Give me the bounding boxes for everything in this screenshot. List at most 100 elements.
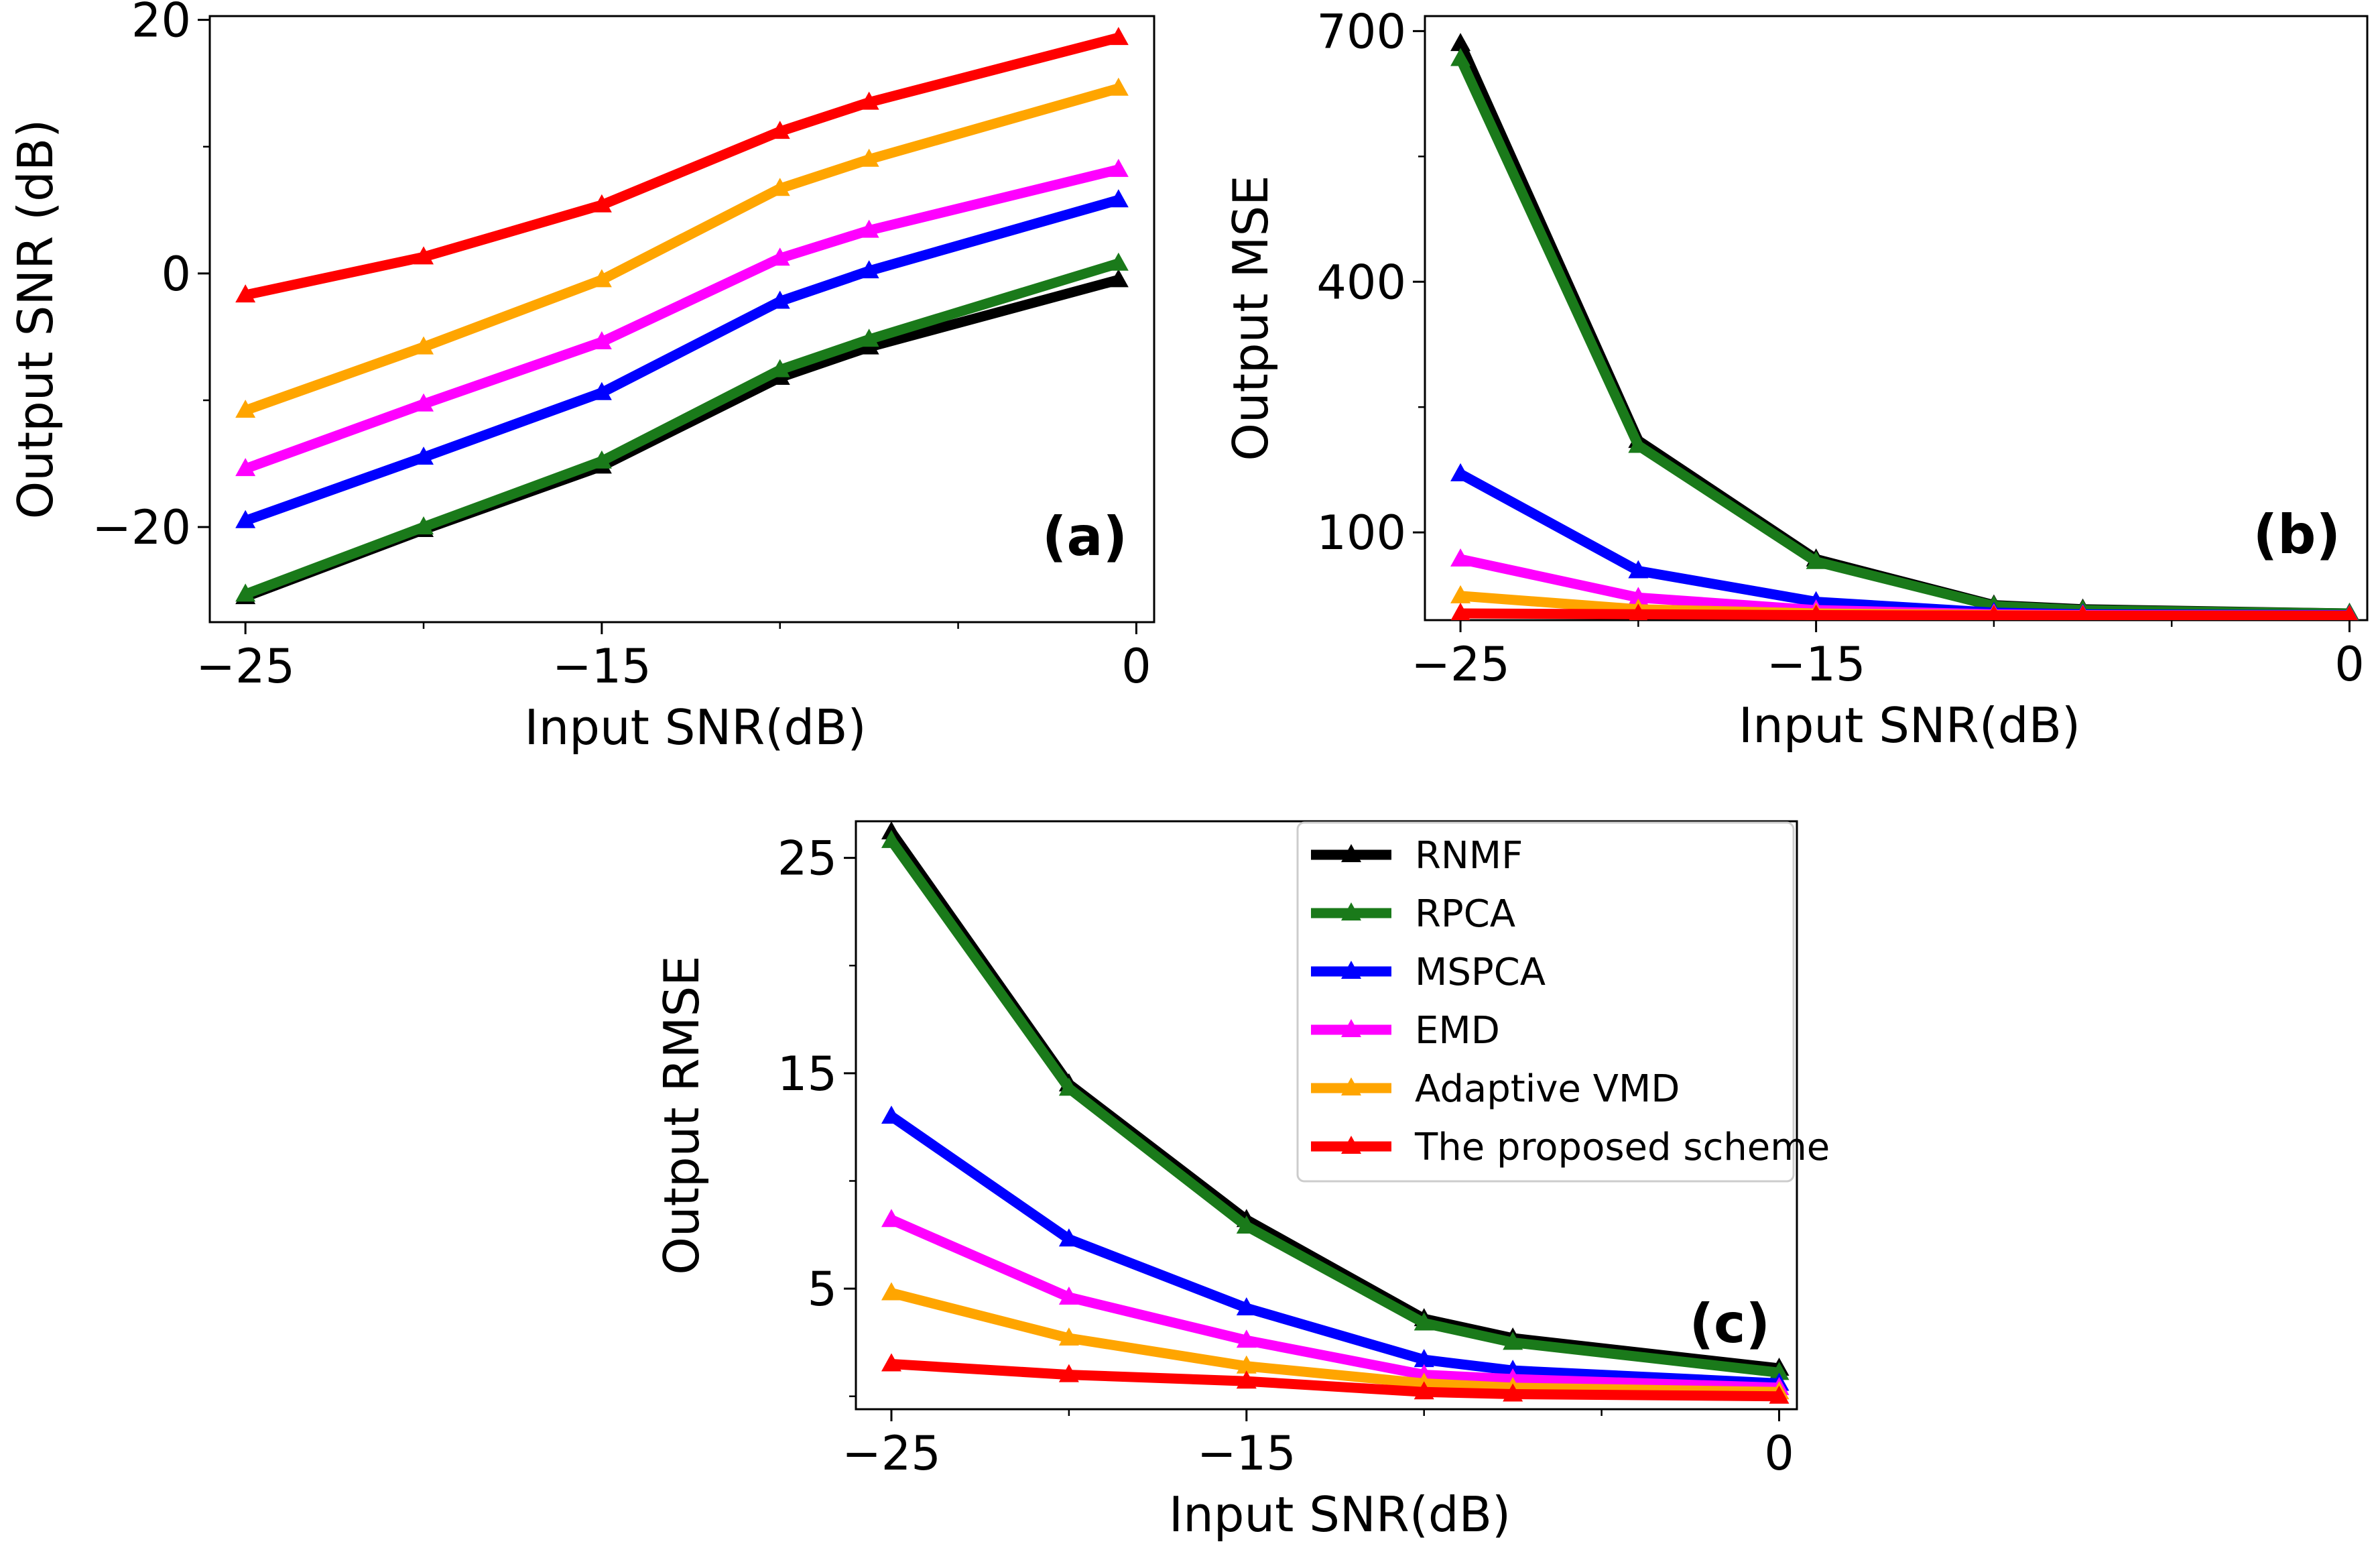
x-tick-label: −25 (1411, 637, 1510, 692)
panel-b: −25 −15 0 700 400 100 Input SNR(dB) Output MSE (… (1223, 4, 2369, 754)
data-point (235, 284, 256, 303)
legend-label: MSPCA (1415, 951, 1546, 994)
series-line-adaptive-vmd (240, 83, 1124, 416)
data-point (1108, 27, 1129, 46)
data-point (769, 121, 790, 139)
data-point (1236, 1329, 1257, 1348)
data-point (881, 1353, 901, 1372)
y-tick-label: 25 (777, 831, 837, 886)
legend-entry-adaptive-vmd: Adaptive VMD (1311, 1067, 1680, 1111)
data-point (1628, 587, 1649, 605)
panel-c: −25 −15 0 25 15 5 Input SNR(dB) Output RMSE (c) R… (653, 820, 1830, 1543)
y-tick-label: −20 (92, 500, 191, 555)
y-axis-title: Output MSE (1223, 175, 1279, 461)
legend-entry-the-proposed-scheme: The proposed scheme (1311, 1126, 1830, 1169)
data-point (881, 829, 901, 848)
data-point (1236, 1215, 1257, 1234)
y-tick-label: 100 (1316, 505, 1406, 560)
data-point (1450, 33, 1471, 52)
y-tick-label: 400 (1316, 255, 1406, 310)
data-point (881, 1282, 901, 1301)
y-axis-title: Output RMSE (653, 955, 710, 1274)
data-point (2340, 605, 2358, 620)
data-point (859, 148, 879, 167)
data-point (769, 178, 790, 196)
legend-marker (1341, 1136, 1361, 1154)
x-axis-title: Input SNR(dB) (1739, 697, 2080, 754)
series-line-emd (886, 1214, 1785, 1393)
data-point (1806, 550, 1826, 569)
series-line-rpca (886, 835, 1785, 1378)
panel-label-c: (c) (1689, 1293, 1770, 1355)
data-point (859, 91, 879, 110)
data-point (859, 219, 879, 238)
panel-label-b: (b) (2253, 503, 2340, 566)
series-line-rpca (240, 258, 1124, 599)
legend-marker (1341, 1077, 1361, 1095)
data-point (1503, 1331, 1523, 1350)
legend-frame (1296, 821, 1795, 1183)
legend-label: RPCA (1415, 892, 1515, 936)
data-point (1450, 48, 1471, 66)
x-tick-label: 0 (2334, 637, 2365, 692)
series-line-mspca (1455, 469, 2355, 620)
data-point (1236, 1297, 1257, 1316)
data-point (414, 516, 434, 535)
series-emd (881, 1209, 1790, 1395)
y-tick-label: 20 (131, 0, 191, 48)
data-point (769, 247, 790, 266)
data-point (235, 400, 256, 418)
x-axis-title: Input SNR(dB) (1169, 1486, 1511, 1543)
series-line-the-proposed-scheme (1455, 608, 2355, 620)
y-tick-label: 15 (777, 1047, 837, 1102)
data-point (1628, 560, 1649, 579)
data-point (1629, 603, 1648, 620)
plot-frame (855, 820, 1798, 1411)
data-point (1414, 1349, 1434, 1368)
x-tick-label: −25 (842, 1426, 941, 1481)
legend-label: Adaptive VMD (1415, 1067, 1680, 1111)
data-point (1058, 1364, 1079, 1382)
x-tick-label: 0 (1121, 639, 1151, 694)
data-point (1108, 77, 1129, 96)
data-point (1450, 603, 1470, 620)
data-point (1450, 463, 1471, 481)
data-point (1450, 548, 1471, 567)
x-tick-label: −15 (552, 639, 651, 694)
data-point (591, 194, 612, 213)
data-point (1108, 158, 1129, 177)
legend: RNMF RPCA MSPCA EMD Adaptive VMD The proposed… (1296, 821, 1830, 1183)
series-rpca (235, 252, 1129, 602)
data-point (1807, 604, 1825, 620)
data-point (859, 329, 879, 347)
data-point (1769, 1362, 1790, 1380)
data-point (769, 359, 790, 377)
data-point (1503, 1383, 1523, 1402)
panel-a: −25 −15 0 20 0 −20 Input SNR(dB) Output SNR (dB… (7, 0, 1155, 756)
series-line-the-proposed-scheme (240, 32, 1124, 300)
series-line-emd (240, 164, 1124, 474)
y-tick-label: 700 (1316, 4, 1406, 59)
data-point (1985, 605, 2003, 620)
data-point (591, 269, 612, 288)
legend-label: RNMF (1415, 834, 1523, 878)
data-point (1414, 1381, 1434, 1400)
x-axis-title: Input SNR(dB) (524, 699, 866, 756)
data-point (414, 446, 434, 465)
series-the-proposed-scheme (881, 1353, 1790, 1404)
y-axis-title: Output SNR (dB) (7, 119, 64, 520)
series-mspca (1450, 463, 2359, 620)
legend-label: The proposed scheme (1414, 1126, 1830, 1169)
data-point (1414, 1312, 1434, 1331)
x-tick-label: 0 (1764, 1426, 1794, 1481)
series-the-proposed-scheme (1450, 603, 2358, 620)
series-rpca (1450, 48, 2359, 620)
series-line-mspca (240, 194, 1124, 526)
data-point (591, 381, 612, 400)
data-point (1058, 1077, 1079, 1096)
y-tick-label: 0 (161, 247, 191, 302)
data-point (414, 336, 434, 355)
series-rpca (881, 829, 1790, 1380)
data-point (1108, 189, 1129, 208)
